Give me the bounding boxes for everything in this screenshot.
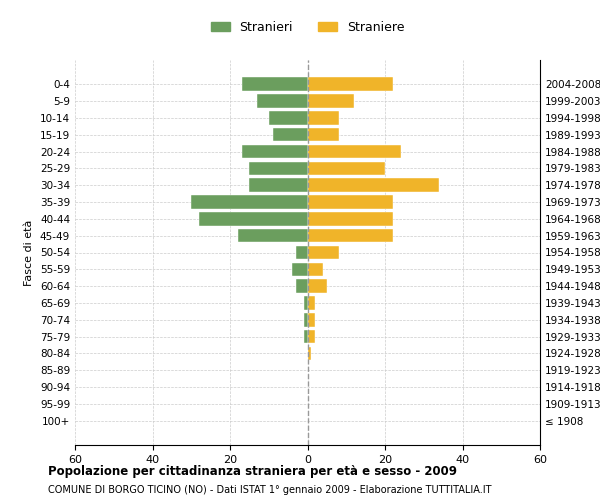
Bar xyxy=(308,94,354,108)
Bar xyxy=(272,128,308,141)
Bar xyxy=(308,128,338,141)
Bar xyxy=(308,111,338,124)
Y-axis label: Fasce di età: Fasce di età xyxy=(25,220,34,286)
Bar xyxy=(250,178,308,192)
Bar xyxy=(308,313,315,326)
Bar xyxy=(304,313,308,326)
Bar xyxy=(308,330,315,344)
Bar xyxy=(308,212,393,226)
Bar xyxy=(308,296,315,310)
Bar xyxy=(308,346,311,360)
Bar xyxy=(308,78,393,91)
Bar xyxy=(296,280,308,293)
Text: Popolazione per cittadinanza straniera per età e sesso - 2009: Popolazione per cittadinanza straniera p… xyxy=(48,465,457,478)
Bar xyxy=(296,246,308,259)
Bar xyxy=(308,246,338,259)
Bar xyxy=(257,94,308,108)
Bar xyxy=(308,229,393,242)
Bar xyxy=(250,162,308,175)
Bar xyxy=(242,78,308,91)
Bar xyxy=(199,212,308,226)
Bar xyxy=(308,162,385,175)
Bar xyxy=(238,229,308,242)
Bar xyxy=(242,145,308,158)
Bar xyxy=(269,111,308,124)
Text: COMUNE DI BORGO TICINO (NO) - Dati ISTAT 1° gennaio 2009 - Elaborazione TUTTITAL: COMUNE DI BORGO TICINO (NO) - Dati ISTAT… xyxy=(48,485,491,495)
Bar xyxy=(292,262,308,276)
Bar xyxy=(308,196,393,209)
Bar xyxy=(308,280,327,293)
Legend: Stranieri, Straniere: Stranieri, Straniere xyxy=(206,16,409,39)
Bar xyxy=(308,145,401,158)
Bar xyxy=(308,178,439,192)
Bar xyxy=(308,262,323,276)
Bar xyxy=(191,196,308,209)
Bar xyxy=(304,330,308,344)
Bar xyxy=(304,296,308,310)
